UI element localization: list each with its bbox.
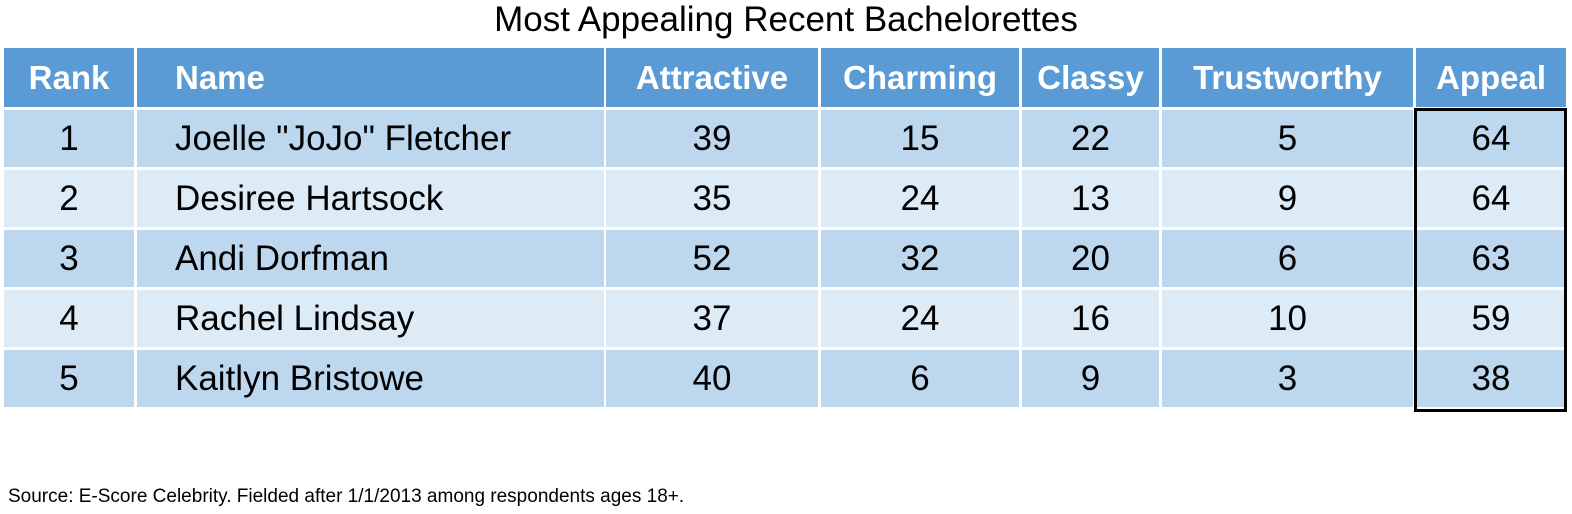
table-cell: Joelle "JoJo" Fletcher: [137, 110, 604, 167]
header-cell: Charming: [821, 48, 1019, 107]
table-cell: 64: [1416, 110, 1566, 167]
table-cell: 38: [1416, 350, 1566, 407]
table-cell: 20: [1022, 230, 1159, 287]
table-cell: 6: [821, 350, 1019, 407]
table-cell: 35: [606, 170, 818, 227]
header-cell: Attractive: [606, 48, 818, 107]
table-title: Most Appealing Recent Bachelorettes: [494, 0, 1078, 39]
header-cell: Classy: [1022, 48, 1159, 107]
table-cell: Andi Dorfman: [137, 230, 604, 287]
table-cell: 5: [4, 350, 134, 407]
table-cell: 24: [821, 290, 1019, 347]
table-cell: 59: [1416, 290, 1566, 347]
table-cell: 39: [606, 110, 818, 167]
table-cell: 9: [1022, 350, 1159, 407]
table-cell: 9: [1162, 170, 1413, 227]
table-cell: Rachel Lindsay: [137, 290, 604, 347]
table-cell: 4: [4, 290, 134, 347]
table-cell: 13: [1022, 170, 1159, 227]
table-cell: 22: [1022, 110, 1159, 167]
table-cell: Desiree Hartsock: [137, 170, 604, 227]
table-cell: 52: [606, 230, 818, 287]
table-cell: 2: [4, 170, 134, 227]
table-cell: 63: [1416, 230, 1566, 287]
table-cell: 5: [1162, 110, 1413, 167]
table-cell: 3: [4, 230, 134, 287]
header-cell: Appeal: [1416, 48, 1566, 107]
table-cell: 10: [1162, 290, 1413, 347]
table-cell: 32: [821, 230, 1019, 287]
header-cell: Rank: [4, 48, 134, 107]
table-cell: 40: [606, 350, 818, 407]
table-cell: 15: [821, 110, 1019, 167]
table-cell: 37: [606, 290, 818, 347]
table-cell: 16: [1022, 290, 1159, 347]
header-cell: Name: [137, 48, 604, 107]
appeal-highlight: [1414, 108, 1567, 412]
table-cell: 6: [1162, 230, 1413, 287]
table-cell: 24: [821, 170, 1019, 227]
source-note: Source: E-Score Celebrity. Fielded after…: [8, 486, 685, 507]
header-cell: Trustworthy: [1162, 48, 1413, 107]
table-cell: 3: [1162, 350, 1413, 407]
table-cell: Kaitlyn Bristowe: [137, 350, 604, 407]
table-cell: 64: [1416, 170, 1566, 227]
table-cell: 1: [4, 110, 134, 167]
